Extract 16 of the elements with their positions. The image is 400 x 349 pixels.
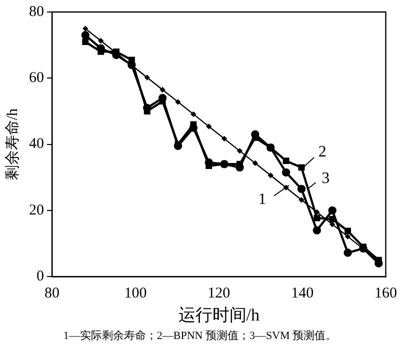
x-axis-title: 运行时间/h	[178, 305, 260, 324]
text: 1—实际剩余寿命；2—BPNN 预测值；3—SVM 预测值。	[62, 328, 338, 343]
y-tick-label: 80	[29, 4, 44, 20]
y-tick-label: 20	[29, 202, 44, 218]
y-tick-label: 40	[29, 136, 44, 152]
x-tick-label: 120	[208, 286, 230, 302]
y-axis-title: 剩余寿命/h	[4, 108, 21, 180]
annotation: 2	[318, 143, 326, 160]
y-tick-label: 60	[29, 70, 44, 86]
x-tick-label: 100	[124, 286, 147, 302]
x-tick-label: 80	[44, 286, 60, 302]
x-tick-label: 160	[374, 286, 397, 302]
annotation: 1	[258, 191, 266, 208]
y-tick-label: 0	[36, 268, 44, 285]
x-tick-label: 140	[291, 286, 314, 302]
annotation: 3	[322, 170, 330, 187]
